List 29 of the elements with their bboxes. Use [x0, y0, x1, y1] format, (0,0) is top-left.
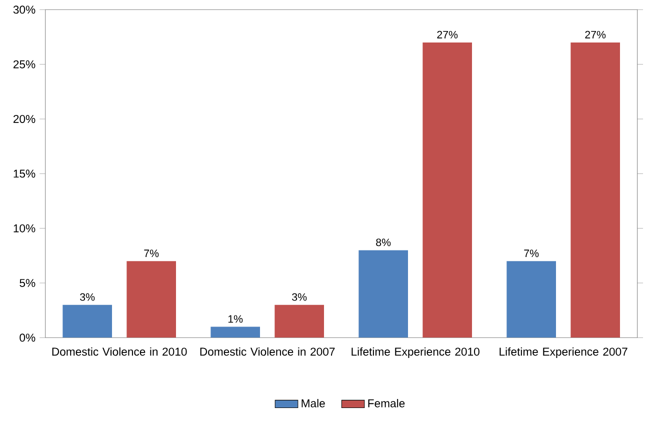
data-label: 27%	[437, 30, 458, 38]
data-label: 1%	[228, 315, 243, 323]
y-tick-label: 15%	[14, 170, 36, 178]
bar	[210, 326, 260, 338]
legend-label: Female	[368, 399, 405, 408]
x-tick-label: Domestic Violence in 2010	[52, 347, 187, 356]
bar	[274, 304, 324, 338]
data-label: 3%	[80, 293, 95, 301]
bar	[422, 42, 472, 338]
y-tick-label: 0%	[20, 334, 36, 342]
data-label: 7%	[144, 250, 159, 258]
bar	[358, 250, 408, 338]
legend-label: Male	[302, 399, 325, 408]
data-label: 3%	[292, 293, 307, 301]
x-tick-label: Lifetime Experience 2007	[500, 347, 628, 358]
x-tick-label: Lifetime Experience 2010	[352, 347, 480, 358]
y-tick-label: 25%	[13, 60, 36, 68]
y-tick-label: 20%	[13, 114, 36, 123]
bar	[506, 261, 556, 338]
bar	[62, 304, 112, 338]
x-tick-label: Domestic Violence in 2007	[200, 347, 335, 356]
y-tick-label: 10%	[14, 224, 36, 232]
y-tick-label: 5%	[20, 279, 36, 287]
bar	[126, 261, 176, 338]
bar	[570, 42, 620, 338]
data-label: 8%	[376, 238, 391, 246]
data-label: 27%	[585, 30, 606, 38]
y-tick-label: 30%	[13, 6, 36, 14]
data-label: 7%	[524, 250, 539, 258]
